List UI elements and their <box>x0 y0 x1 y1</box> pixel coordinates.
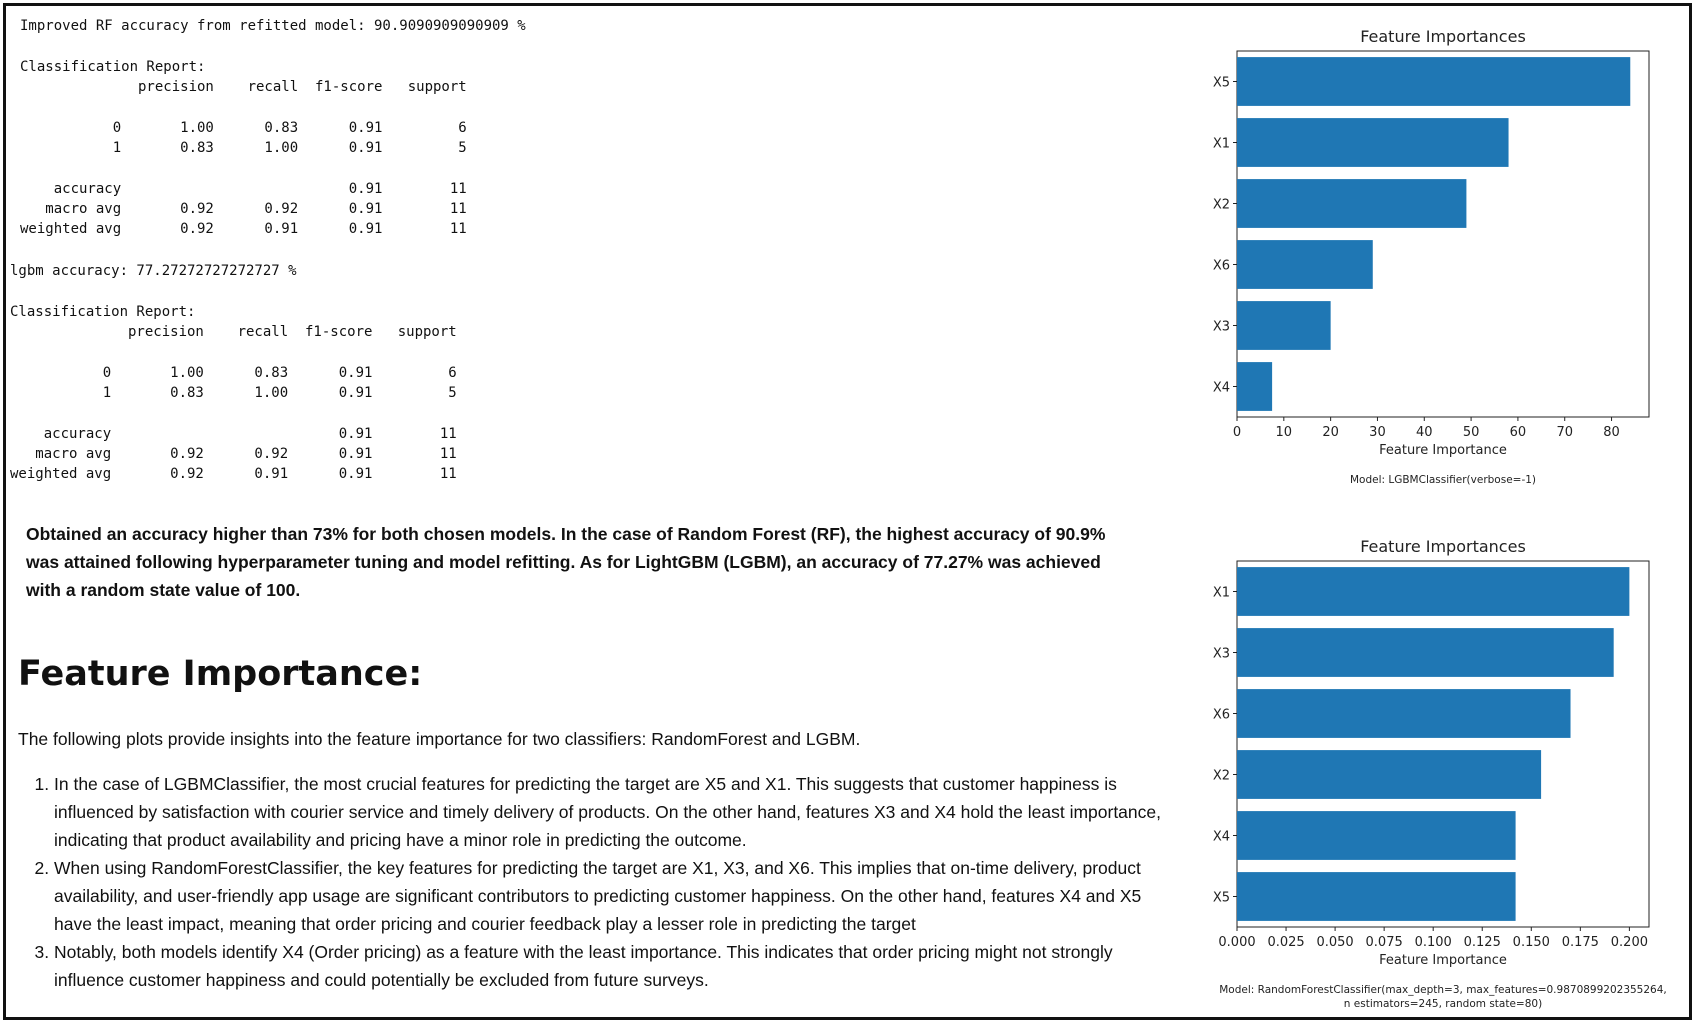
lgbm-accuracy-line: lgbm accuracy: 77.27272727272727 % <box>10 263 297 279</box>
y-tick-label: X6 <box>1213 708 1230 723</box>
x-tick-label: 50 <box>1463 425 1480 440</box>
rf-accuracy-line: Improved RF accuracy from refitted model… <box>20 18 526 34</box>
y-tick-label: X2 <box>1213 769 1230 784</box>
model-caption: Model: RandomForestClassifier(max_depth=… <box>1219 984 1667 996</box>
bar-x2 <box>1237 179 1467 228</box>
rf-report-row-0: 0 1.00 0.83 0.91 6 <box>20 120 467 136</box>
intro-paragraph: The following plots provide insights int… <box>18 729 861 749</box>
rf-report-row-accuracy: accuracy 0.91 11 <box>20 181 467 197</box>
list-item: In the case of LGBMClassifier, the most … <box>54 770 1174 854</box>
rf-report-header: precision recall f1-score support <box>20 79 467 95</box>
rf-report-row-weighted: weighted avg 0.92 0.91 0.91 11 <box>20 221 467 237</box>
chart-title: Feature Importances <box>1360 27 1526 46</box>
x-tick-label: 0.075 <box>1366 935 1403 950</box>
y-tick-label: X4 <box>1213 830 1230 845</box>
x-tick-label: 30 <box>1369 425 1386 440</box>
y-tick-label: X2 <box>1213 198 1230 213</box>
y-tick-label: X6 <box>1213 259 1230 274</box>
lgbm-report-title: Classification Report: <box>10 304 196 320</box>
lgbm-report-header: precision recall f1-score support <box>10 324 457 340</box>
bar-x4 <box>1237 811 1516 860</box>
bar-x3 <box>1237 628 1614 677</box>
rf-report-row-macro: macro avg 0.92 0.92 0.91 11 <box>20 201 467 217</box>
bar-x1 <box>1237 567 1630 616</box>
lgbm-report-row-weighted: weighted avg 0.92 0.91 0.91 11 <box>10 466 457 482</box>
chart-title: Feature Importances <box>1360 537 1526 556</box>
insights-list: In the case of LGBMClassifier, the most … <box>18 770 1174 994</box>
x-tick-label: 70 <box>1556 425 1573 440</box>
lgbm-feature-importance-chart: Feature Importances X5 X1 X2 X6 X3 X4 0 10 20 30 40… <box>1213 27 1650 486</box>
x-tick-label: 0.175 <box>1562 935 1599 950</box>
bar-x3 <box>1237 301 1331 350</box>
x-tick-label: 0.000 <box>1218 935 1255 950</box>
lgbm-report-row-macro: macro avg 0.92 0.92 0.91 11 <box>10 446 457 462</box>
bar-x6 <box>1237 689 1571 738</box>
x-tick-label: 80 <box>1603 425 1620 440</box>
y-tick-label: X5 <box>1213 76 1230 91</box>
list-item: When using RandomForestClassifier, the k… <box>54 854 1174 938</box>
x-tick-label: 10 <box>1276 425 1293 440</box>
y-tick-label: X4 <box>1213 381 1230 396</box>
rf-report-title: Classification Report: <box>20 59 206 75</box>
y-tick-label: X5 <box>1213 891 1230 906</box>
notebook-output-cell: Improved RF accuracy from refitted model… <box>3 3 1692 1020</box>
rf-report-row-1: 1 0.83 1.00 0.91 5 <box>20 140 467 156</box>
lgbm-report-row-1: 1 0.83 1.00 0.91 5 <box>10 385 457 401</box>
x-tick-label: 40 <box>1416 425 1433 440</box>
bar-x4 <box>1237 362 1273 411</box>
axes-frame <box>1236 560 1650 928</box>
model-caption-line2: n estimators=245, random state=80) <box>1344 998 1542 1010</box>
bar-x6 <box>1237 240 1373 289</box>
x-tick-label: 0.050 <box>1316 935 1353 950</box>
lgbm-report-row-accuracy: accuracy 0.91 11 <box>10 426 457 442</box>
model-caption: Model: LGBMClassifier(verbose=-1) <box>1350 474 1536 486</box>
x-tick-label: 0 <box>1233 425 1241 440</box>
x-tick-label: 0.200 <box>1611 935 1648 950</box>
y-tick-label: X3 <box>1213 647 1230 662</box>
list-item: Notably, both models identify X4 (Order … <box>54 938 1174 994</box>
x-axis-label: Feature Importance <box>1379 953 1507 968</box>
bar-x2 <box>1237 750 1542 799</box>
bar-x1 <box>1237 118 1509 167</box>
y-tick-label: X3 <box>1213 320 1230 335</box>
y-tick-label: X1 <box>1213 586 1230 601</box>
summary-paragraph: Obtained an accuracy higher than 73% for… <box>26 524 1106 600</box>
axes-frame <box>1236 50 1650 418</box>
rf-feature-importance-chart: Feature Importances X1 X3 X6 X2 X4 X5 0.000 0.02… <box>1213 537 1667 1010</box>
bar-x5 <box>1237 872 1516 921</box>
x-tick-label: 0.100 <box>1415 935 1452 950</box>
x-tick-label: 0.025 <box>1267 935 1304 950</box>
bar-x5 <box>1237 57 1631 106</box>
x-axis-label: Feature Importance <box>1379 443 1507 458</box>
x-tick-label: 20 <box>1322 425 1339 440</box>
section-title: Feature Importance: <box>18 654 423 694</box>
x-tick-label: 60 <box>1510 425 1527 440</box>
y-tick-label: X1 <box>1213 137 1230 152</box>
x-tick-label: 0.125 <box>1464 935 1501 950</box>
x-tick-label: 0.150 <box>1513 935 1550 950</box>
lgbm-report-row-0: 0 1.00 0.83 0.91 6 <box>10 365 457 381</box>
